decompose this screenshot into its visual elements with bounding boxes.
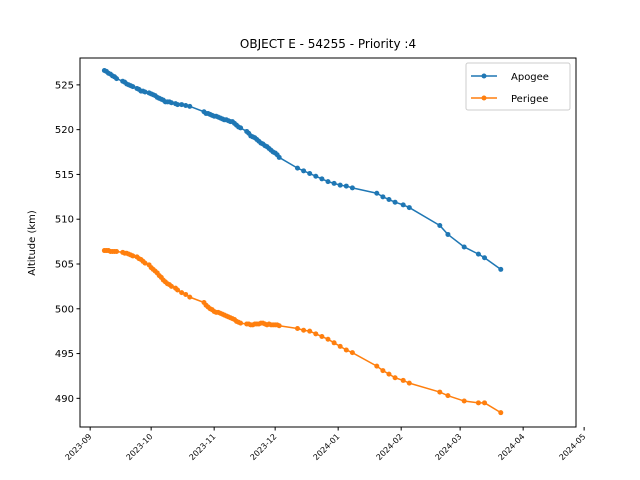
apogee-point — [325, 179, 331, 185]
apogee-point — [187, 103, 193, 109]
y-tick-label: 525 — [55, 80, 74, 91]
perigee-point — [238, 320, 244, 326]
y-tick-label: 510 — [55, 215, 74, 226]
y-axis-label: Altitude (km) — [27, 210, 38, 276]
perigee-series — [101, 248, 504, 416]
perigee-point — [386, 371, 392, 377]
perigee-point — [183, 291, 189, 297]
perigee-point — [301, 327, 307, 333]
perigee-point — [400, 377, 406, 383]
y-axis-ticks: 490 495 500 505 510 515 520 525 — [55, 80, 80, 405]
apogee-point — [114, 76, 120, 82]
apogee-point — [386, 197, 392, 203]
perigee-point — [313, 331, 319, 337]
chart-title: OBJECT E - 54255 - Priority :4 — [240, 37, 416, 51]
perigee-point — [114, 248, 120, 254]
perigee-point — [461, 398, 467, 404]
perigee-point — [445, 393, 451, 399]
legend-apogee-swatch-marker — [481, 73, 487, 79]
perigee-point — [482, 400, 488, 406]
apogee-point — [130, 84, 136, 90]
apogee-point — [295, 165, 301, 171]
perigee-point — [175, 287, 181, 293]
legend-perigee-label: Perigee — [511, 94, 548, 105]
apogee-point — [445, 231, 451, 237]
apogee-point — [400, 202, 406, 208]
apogee-point — [183, 102, 189, 108]
apogee-point — [461, 244, 467, 250]
perigee-point — [276, 323, 282, 329]
apogee-point — [406, 205, 412, 211]
apogee-point — [337, 182, 343, 188]
apogee-point — [175, 102, 181, 108]
y-tick-label: 520 — [55, 125, 74, 136]
apogee-point — [392, 199, 398, 205]
apogee-point — [380, 194, 386, 200]
perigee-point — [187, 294, 193, 300]
apogee-point — [313, 173, 319, 179]
perigee-point — [406, 380, 412, 386]
y-tick-label: 505 — [55, 259, 74, 270]
perigee-point — [179, 290, 185, 296]
perigee-point — [437, 389, 443, 395]
apogee-series — [101, 68, 504, 272]
axes-frame — [79, 57, 577, 428]
perigee-point — [380, 368, 386, 374]
apogee-point — [319, 176, 325, 182]
legend-apogee-label: Apogee — [511, 72, 549, 83]
perigee-point — [374, 363, 380, 369]
apogee-point — [349, 185, 355, 191]
apogee-point — [301, 168, 307, 174]
legend-perigee-swatch-marker — [481, 95, 487, 101]
perigee-point — [498, 410, 504, 416]
apogee-point — [498, 266, 504, 272]
apogee-point — [475, 251, 481, 257]
perigee-point — [295, 325, 301, 331]
perigee-point — [307, 328, 313, 334]
apogee-point — [343, 183, 349, 189]
apogee-point — [142, 89, 148, 95]
y-tick-label: 490 — [55, 394, 74, 405]
perigee-point — [349, 350, 355, 356]
perigee-point — [130, 253, 136, 259]
series-layer — [101, 68, 504, 416]
apogee-point — [168, 100, 174, 106]
y-tick-label: 515 — [55, 170, 74, 181]
perigee-point — [392, 375, 398, 381]
apogee-point — [374, 190, 380, 196]
perigee-point — [343, 347, 349, 353]
apogee-point — [276, 154, 282, 160]
apogee-point — [307, 171, 313, 177]
perigee-point — [142, 260, 148, 266]
apogee-point — [179, 102, 185, 108]
perigee-point — [319, 334, 325, 340]
apogee-point — [331, 180, 337, 186]
perigee-point — [325, 336, 331, 342]
apogee-point — [482, 255, 488, 261]
legend: Apogee Perigee — [465, 62, 571, 111]
perigee-point — [168, 283, 174, 289]
perigee-point — [337, 343, 343, 349]
y-tick-label: 495 — [55, 349, 74, 360]
perigee-point — [475, 400, 481, 406]
apogee-point — [437, 222, 443, 228]
perigee-point — [331, 340, 337, 346]
y-tick-label: 500 — [55, 304, 74, 315]
apogee-point — [238, 125, 244, 131]
